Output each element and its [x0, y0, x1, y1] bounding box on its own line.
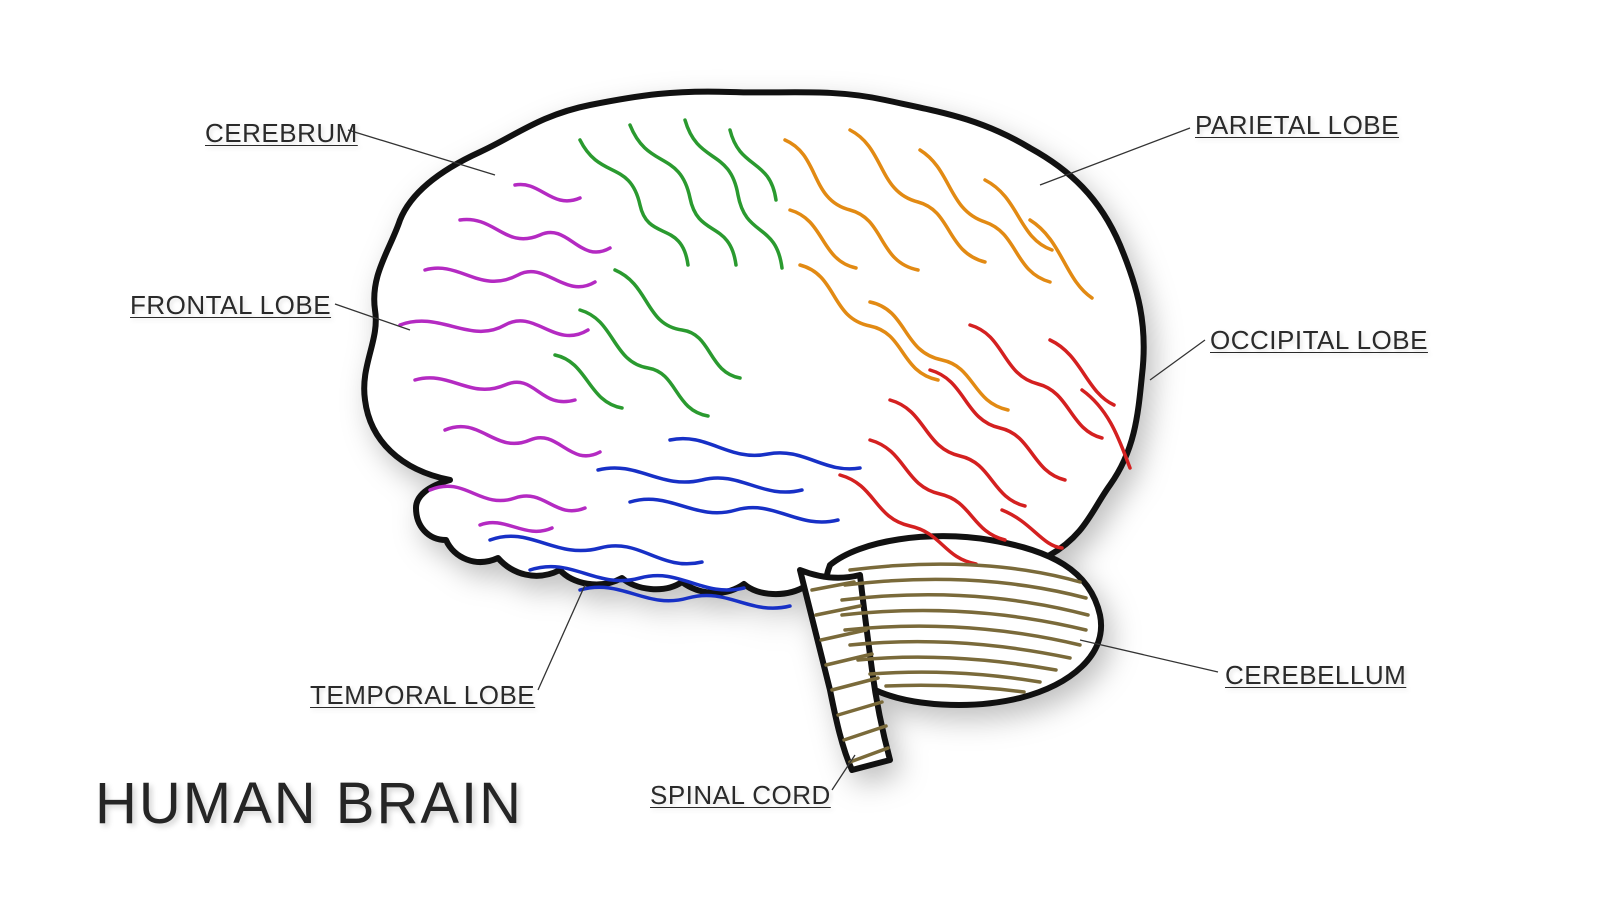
label-parietal-lobe: PARIETAL LOBE	[1195, 110, 1399, 141]
leader-occipital-lobe	[1150, 340, 1205, 380]
label-cerebellum: CEREBELLUM	[1225, 660, 1406, 691]
diagram-title: HUMAN BRAIN	[95, 770, 523, 837]
label-occipital-lobe: OCCIPITAL LOBE	[1210, 325, 1428, 356]
label-frontal-lobe: FRONTAL LOBE	[130, 290, 331, 321]
cerebrum-outline	[364, 92, 1144, 595]
label-cerebrum: CEREBRUM	[205, 118, 358, 149]
label-spinal-cord: SPINAL CORD	[650, 780, 831, 811]
label-temporal-lobe: TEMPORAL LOBE	[310, 680, 535, 711]
